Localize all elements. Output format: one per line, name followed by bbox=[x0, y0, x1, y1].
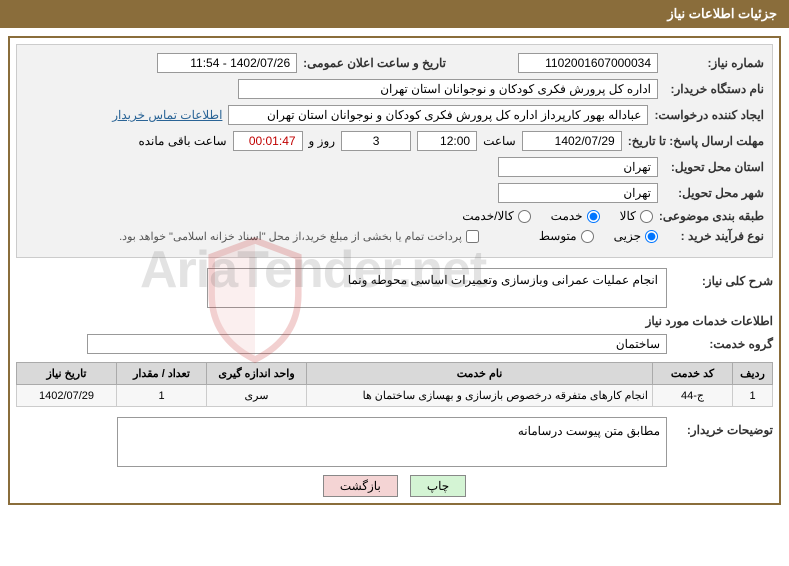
radio-goods-service-input[interactable] bbox=[518, 210, 531, 223]
radio-goods-service-label: کالا/خدمت bbox=[462, 209, 513, 223]
buyer-org-label: نام دستگاه خریدار: bbox=[664, 82, 764, 96]
purchase-type-label: نوع فرآیند خرید : bbox=[664, 229, 764, 243]
payment-checkbox[interactable] bbox=[466, 230, 479, 243]
buyer-notes-text: مطابق متن پیوست درسامانه bbox=[518, 424, 660, 438]
row-buyer-notes: توضیحات خریدار: مطابق متن پیوست درسامانه bbox=[16, 417, 773, 467]
row-request-creator: ایجاد کننده درخواست: عباداله بهور کارپرد… bbox=[25, 105, 764, 125]
service-group-label: گروه خدمت: bbox=[673, 337, 773, 351]
time-remaining-field: 00:01:47 bbox=[233, 131, 303, 151]
info-panel: شماره نیاز: 1102001607000034 تاریخ و ساع… bbox=[16, 44, 773, 258]
need-number-field: 1102001607000034 bbox=[518, 53, 658, 73]
deadline-date-field: 1402/07/29 bbox=[522, 131, 622, 151]
radio-minor-item[interactable]: جزیی bbox=[614, 229, 658, 243]
subject-class-label: طبقه بندی موضوعی: bbox=[659, 209, 764, 223]
radio-goods-input[interactable] bbox=[640, 210, 653, 223]
radio-goods-item[interactable]: کالا bbox=[620, 209, 653, 223]
announce-date-label: تاریخ و ساعت اعلان عمومی: bbox=[303, 56, 446, 70]
delivery-city-label: شهر محل تحویل: bbox=[664, 186, 764, 200]
page-header: جزئیات اطلاعات نیاز bbox=[0, 0, 789, 28]
row-overall-desc: شرح کلی نیاز: انجام عملیات عمرانی وبازسا… bbox=[16, 268, 773, 308]
delivery-city-field: تهران bbox=[498, 183, 658, 203]
service-group-field: ساختمان bbox=[87, 334, 667, 354]
row-delivery-city: شهر محل تحویل: تهران bbox=[25, 183, 764, 203]
th-qty: تعداد / مقدار bbox=[117, 363, 207, 385]
subject-class-radios: کالا خدمت کالا/خدمت bbox=[462, 209, 653, 223]
row-need-number: شماره نیاز: 1102001607000034 تاریخ و ساع… bbox=[25, 53, 764, 73]
services-info-heading: اطلاعات خدمات مورد نیاز bbox=[16, 314, 773, 328]
th-row: ردیف bbox=[733, 363, 773, 385]
need-number-label: شماره نیاز: bbox=[664, 56, 764, 70]
th-code: کد خدمت bbox=[653, 363, 733, 385]
days-remaining-field: 3 bbox=[341, 131, 411, 151]
purchase-type-radios: جزیی متوسط پرداخت تمام یا بخشی از مبلغ خ… bbox=[119, 229, 658, 243]
deadline-time-field: 12:00 bbox=[417, 131, 477, 151]
th-unit: واحد اندازه گیری bbox=[207, 363, 307, 385]
radio-service-input[interactable] bbox=[587, 210, 600, 223]
row-delivery-province: استان محل تحویل: تهران bbox=[25, 157, 764, 177]
radio-minor-label: جزیی bbox=[614, 229, 641, 243]
announce-date-field: 1402/07/26 - 11:54 bbox=[157, 53, 297, 73]
payment-note-label: پرداخت تمام یا بخشی از مبلغ خرید،از محل … bbox=[119, 230, 462, 243]
row-purchase-type: نوع فرآیند خرید : جزیی متوسط پرداخت تمام… bbox=[25, 229, 764, 243]
services-table: ردیف کد خدمت نام خدمت واحد اندازه گیری ت… bbox=[16, 362, 773, 407]
radio-service-item[interactable]: خدمت bbox=[551, 209, 600, 223]
radio-service-label: خدمت bbox=[551, 209, 583, 223]
delivery-province-field: تهران bbox=[498, 157, 658, 177]
buyer-notes-label: توضیحات خریدار: bbox=[673, 417, 773, 437]
row-buyer-org: نام دستگاه خریدار: اداره کل پرورش فکری ک… bbox=[25, 79, 764, 99]
request-creator-field: عباداله بهور کارپرداز اداره کل پرورش فکر… bbox=[228, 105, 648, 125]
table-row: 1 ج-44 انجام کارهای متفرقه درخصوص بازساز… bbox=[17, 385, 773, 407]
radio-goods-service-item[interactable]: کالا/خدمت bbox=[462, 209, 530, 223]
time-remaining-label: ساعت باقی مانده bbox=[138, 134, 226, 148]
cell-row: 1 bbox=[733, 385, 773, 407]
radio-minor-input[interactable] bbox=[645, 230, 658, 243]
payment-note-item[interactable]: پرداخت تمام یا بخشی از مبلغ خرید،از محل … bbox=[119, 230, 479, 243]
back-button[interactable]: بازگشت bbox=[323, 475, 398, 497]
delivery-province-label: استان محل تحویل: bbox=[664, 160, 764, 174]
radio-medium-label: متوسط bbox=[539, 229, 577, 243]
overall-desc-field: انجام عملیات عمرانی وبازسازی وتعمیرات اس… bbox=[207, 268, 667, 308]
request-creator-label: ایجاد کننده درخواست: bbox=[654, 108, 764, 122]
buyer-contact-link[interactable]: اطلاعات تماس خریدار bbox=[112, 108, 222, 122]
row-deadline: مهلت ارسال پاسخ: تا تاریخ: 1402/07/29 سا… bbox=[25, 131, 764, 151]
cell-qty: 1 bbox=[117, 385, 207, 407]
radio-medium-item[interactable]: متوسط bbox=[539, 229, 594, 243]
table-header-row: ردیف کد خدمت نام خدمت واحد اندازه گیری ت… bbox=[17, 363, 773, 385]
row-service-group: گروه خدمت: ساختمان bbox=[16, 334, 773, 354]
radio-goods-label: کالا bbox=[620, 209, 636, 223]
cell-code: ج-44 bbox=[653, 385, 733, 407]
th-date: تاریخ نیاز bbox=[17, 363, 117, 385]
cell-name: انجام کارهای متفرقه درخصوص بازسازی و بهس… bbox=[307, 385, 653, 407]
cell-date: 1402/07/29 bbox=[17, 385, 117, 407]
page-title: جزئیات اطلاعات نیاز bbox=[667, 6, 777, 21]
overall-desc-text: انجام عملیات عمرانی وبازسازی وتعمیرات اس… bbox=[348, 273, 658, 287]
th-name: نام خدمت bbox=[307, 363, 653, 385]
deadline-label: مهلت ارسال پاسخ: تا تاریخ: bbox=[628, 134, 764, 148]
main-container: شماره نیاز: 1102001607000034 تاریخ و ساع… bbox=[8, 36, 781, 505]
days-and-label: روز و bbox=[309, 134, 336, 148]
overall-desc-label: شرح کلی نیاز: bbox=[673, 268, 773, 288]
cell-unit: سری bbox=[207, 385, 307, 407]
buyer-notes-field: مطابق متن پیوست درسامانه bbox=[117, 417, 667, 467]
time-label: ساعت bbox=[483, 134, 516, 148]
row-subject-class: طبقه بندی موضوعی: کالا خدمت کالا/خدمت bbox=[25, 209, 764, 223]
buyer-org-field: اداره کل پرورش فکری کودکان و نوجوانان اس… bbox=[238, 79, 658, 99]
print-button[interactable]: چاپ bbox=[410, 475, 466, 497]
radio-medium-input[interactable] bbox=[581, 230, 594, 243]
button-row: چاپ بازگشت bbox=[16, 475, 773, 497]
